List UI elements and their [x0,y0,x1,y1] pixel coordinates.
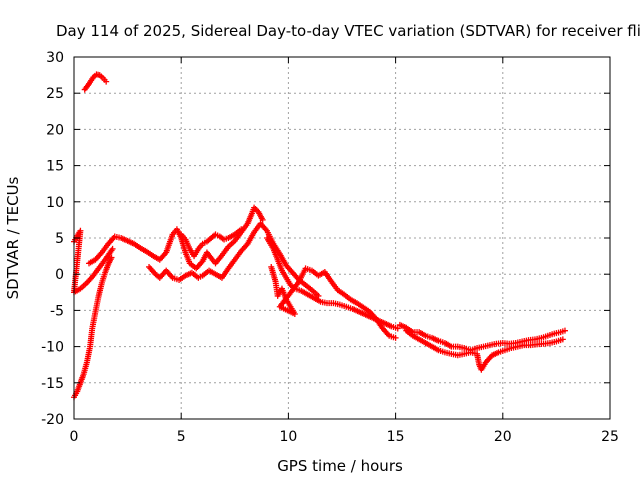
y-tick-label: 15 [46,159,64,175]
x-tick-label: 5 [177,429,186,445]
data-point [109,245,116,252]
x-tick-label: 15 [387,429,405,445]
y-tick-label: 10 [46,195,64,211]
series-segment-lower-mid [146,220,322,299]
data-point [392,334,399,341]
x-tick-label: 25 [601,429,619,445]
y-tick-label: -5 [50,303,64,319]
y-axis-title: SDTVAR / TECUs [4,176,22,299]
grid [74,57,610,419]
x-tick-label: 10 [279,429,297,445]
y-tick-label: 5 [55,231,64,247]
data-points [71,71,568,401]
data-point [559,336,566,343]
series-segment-late-decline [396,321,568,354]
y-tick-label: 0 [55,267,64,283]
y-tick-label: 20 [46,122,64,138]
y-tick-label: -20 [41,412,64,428]
series-segment-rising-branch [71,254,115,401]
x-tick-label: 20 [494,429,512,445]
data-point [561,327,568,334]
data-point [103,78,110,85]
series-segment-late-lower [403,327,566,373]
series-segment-wave-segment [178,226,245,260]
y-tick-label: -15 [41,376,64,392]
y-tick-label: -10 [41,340,64,356]
x-tick-label: 0 [70,429,79,445]
y-tick-label: 25 [46,86,64,102]
chart-title: Day 114 of 2025, Sidereal Day-to-day VTE… [56,22,640,40]
y-tick-label: 30 [46,50,64,66]
x-axis-title: GPS time / hours [277,457,403,475]
axis-ticks: 0 5 10 15 20 25 -20 -15 -10 -5 0 5 10 15 20 25 30 [41,50,619,445]
data-point [259,216,266,223]
data-point [394,325,401,332]
data-point [238,226,245,233]
series-segment-early-plateau [86,204,266,272]
series-segment-scatter-cluster [268,263,399,341]
series-segment-upper-arc [81,71,110,93]
data-point [108,254,115,261]
